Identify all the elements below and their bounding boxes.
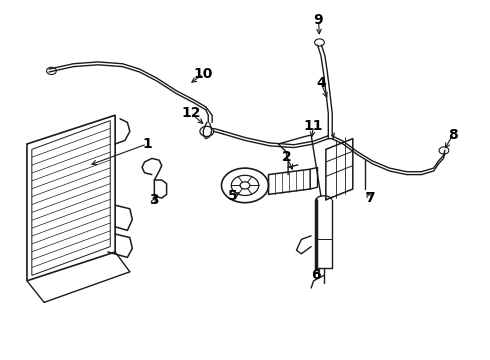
Text: 5: 5 (228, 189, 238, 203)
Text: 1: 1 (142, 137, 152, 151)
Text: 9: 9 (314, 13, 323, 27)
Text: 8: 8 (448, 128, 458, 142)
Text: 11: 11 (304, 119, 323, 133)
Text: 7: 7 (365, 191, 375, 205)
Text: 2: 2 (282, 150, 292, 163)
Text: 6: 6 (311, 269, 321, 282)
Text: 12: 12 (181, 107, 201, 120)
Text: 4: 4 (316, 76, 326, 90)
Text: 3: 3 (149, 193, 159, 207)
Text: 10: 10 (194, 67, 213, 81)
